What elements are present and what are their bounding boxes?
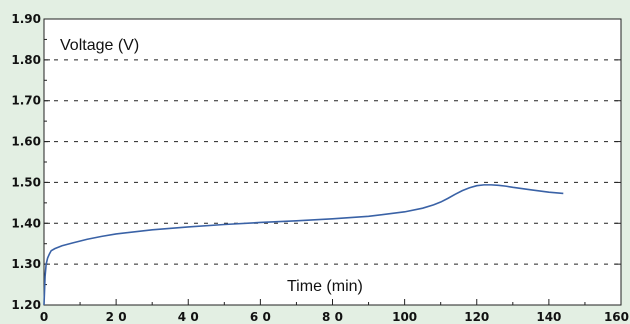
x-tick-label: 4 0 — [178, 310, 199, 324]
y-tick-label: 1.90 — [11, 12, 41, 26]
x-tick-label: 100 — [392, 310, 417, 324]
x-tick-label: 140 — [536, 310, 561, 324]
x-tick-label: 120 — [464, 310, 489, 324]
y-tick-label: 1.50 — [11, 175, 41, 189]
x-tick-label: 160 — [604, 310, 629, 324]
x-axis-title: Time (min) — [287, 278, 363, 295]
y-tick-label: 1.80 — [11, 53, 41, 67]
x-tick-label: 0 — [40, 310, 48, 324]
y-tick-label: 1.60 — [11, 135, 41, 149]
y-tick-label: 1.70 — [11, 94, 41, 108]
x-tick-label: 2 0 — [106, 310, 127, 324]
y-tick-label: 1.20 — [11, 298, 41, 312]
x-axis-ticks: 0 2 0 4 0 6 0 8 0 100 120 140 160 — [40, 299, 629, 324]
y-axis-ticks: 1.20 1.30 1.40 1.50 1.60 1.70 1.80 1.90 — [11, 12, 621, 312]
y-axis-title: Voltage (V) — [60, 37, 139, 54]
grid-lines — [44, 59, 621, 265]
series-line — [43, 184, 564, 306]
plot-area — [43, 18, 622, 306]
x-tick-label: 6 0 — [250, 310, 271, 324]
y-tick-label: 1.30 — [11, 257, 41, 271]
y-tick-label: 1.40 — [11, 216, 41, 230]
x-tick-label: 8 0 — [322, 310, 343, 324]
